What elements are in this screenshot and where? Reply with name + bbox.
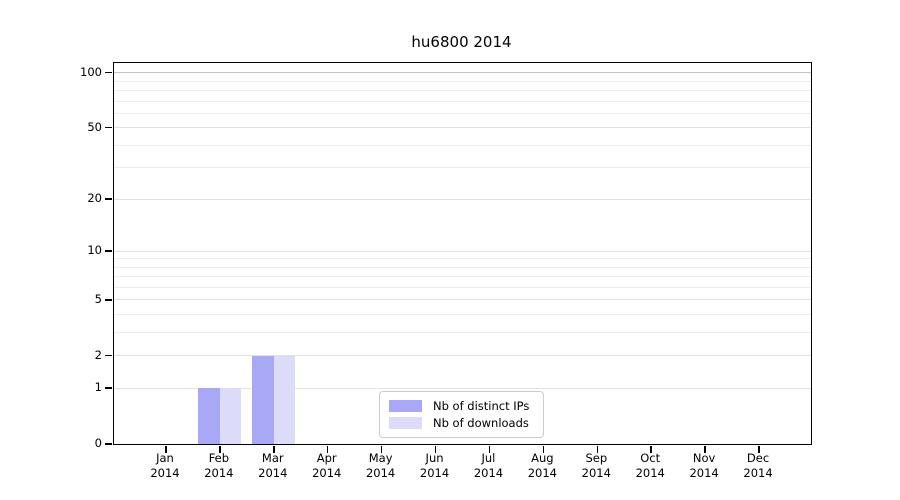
x-tick-mark [380, 446, 383, 453]
x-tick-label: Jul 2014 [473, 451, 504, 480]
gridline [114, 80, 811, 82]
y-tick-mark [105, 198, 112, 200]
y-tick-mark [105, 126, 112, 129]
x-tick-label: Apr 2014 [312, 451, 342, 480]
x-tick-mark [165, 446, 167, 453]
y-tick-label: 50 [87, 119, 102, 134]
gridline [114, 331, 811, 333]
x-tick-label: Feb 2014 [204, 451, 234, 480]
plot-area: Nb of distinct IPs Nb of downloads [105, 62, 812, 453]
y-tick-label: 100 [80, 64, 102, 79]
x-tick-label: Oct 2014 [635, 451, 665, 480]
gridline [114, 89, 811, 91]
bar-downloads-feb [219, 388, 242, 444]
x-tick-mark [596, 446, 599, 453]
y-tick-label: 2 [94, 347, 102, 362]
gridline [114, 198, 811, 200]
x-tick-label: Nov 2014 [689, 451, 719, 480]
gridline [114, 299, 811, 301]
x-tick-mark [488, 446, 491, 453]
x-tick-mark [542, 446, 545, 453]
x-tick-label: Mar 2014 [258, 451, 288, 480]
gridline [114, 276, 811, 278]
gridline [114, 314, 811, 316]
legend-item-distinct-ips: Nb of distinct IPs [389, 399, 534, 413]
x-tick-label: Jun 2014 [419, 451, 450, 480]
gridline [114, 144, 811, 146]
x-tick-label: Sep 2014 [581, 451, 611, 480]
x-tick-mark [758, 446, 760, 453]
y-tick-label: 1 [94, 380, 102, 395]
gridline [114, 387, 811, 389]
x-tick-mark [434, 446, 437, 453]
legend-swatch-downloads-icon [389, 417, 422, 429]
gridline [114, 286, 811, 288]
y-tick-mark [105, 354, 112, 357]
bar-distinct_ips-feb [198, 388, 220, 444]
y-tick-label: 0 [94, 436, 102, 450]
y-tick-label: 20 [87, 191, 102, 206]
x-tick-label: Dec 2014 [743, 451, 773, 480]
legend-label-distinct-ips: Nb of distinct IPs [433, 399, 530, 413]
gridline [114, 100, 811, 102]
gridline [114, 112, 811, 114]
x-tick-mark [219, 446, 221, 453]
y-tick-mark [105, 299, 112, 301]
gridline [114, 127, 811, 129]
gridline [114, 250, 811, 252]
legend-label-downloads: Nb of downloads [433, 416, 529, 430]
chart-title: hu6800 2014 [411, 33, 512, 51]
x-tick-label: May 2014 [365, 451, 396, 480]
y-tick-label: 10 [87, 243, 102, 258]
x-tick-label: Aug 2014 [527, 451, 558, 480]
gridline [114, 167, 811, 169]
gridline [114, 72, 811, 74]
x-tick-mark [326, 446, 329, 453]
gridline [114, 355, 811, 357]
y-tick-label: 5 [94, 291, 102, 306]
x-tick-mark [650, 446, 652, 453]
x-tick-mark [704, 446, 706, 453]
gridline [114, 258, 811, 260]
y-tick-mark [105, 250, 112, 252]
y-tick-mark [105, 71, 112, 74]
legend-item-downloads: Nb of downloads [389, 416, 534, 430]
x-tick-mark [273, 446, 275, 453]
bar-distinct_ips-mar [252, 355, 274, 444]
bar-downloads-mar [273, 355, 296, 444]
x-tick-label: Jan 2014 [150, 451, 180, 480]
legend-swatch-distinct-ips-icon [389, 400, 422, 412]
legend: Nb of distinct IPs Nb of downloads [379, 391, 544, 438]
y-tick-mark [105, 387, 112, 389]
y-tick-mark [105, 443, 112, 445]
gridline [114, 266, 811, 268]
